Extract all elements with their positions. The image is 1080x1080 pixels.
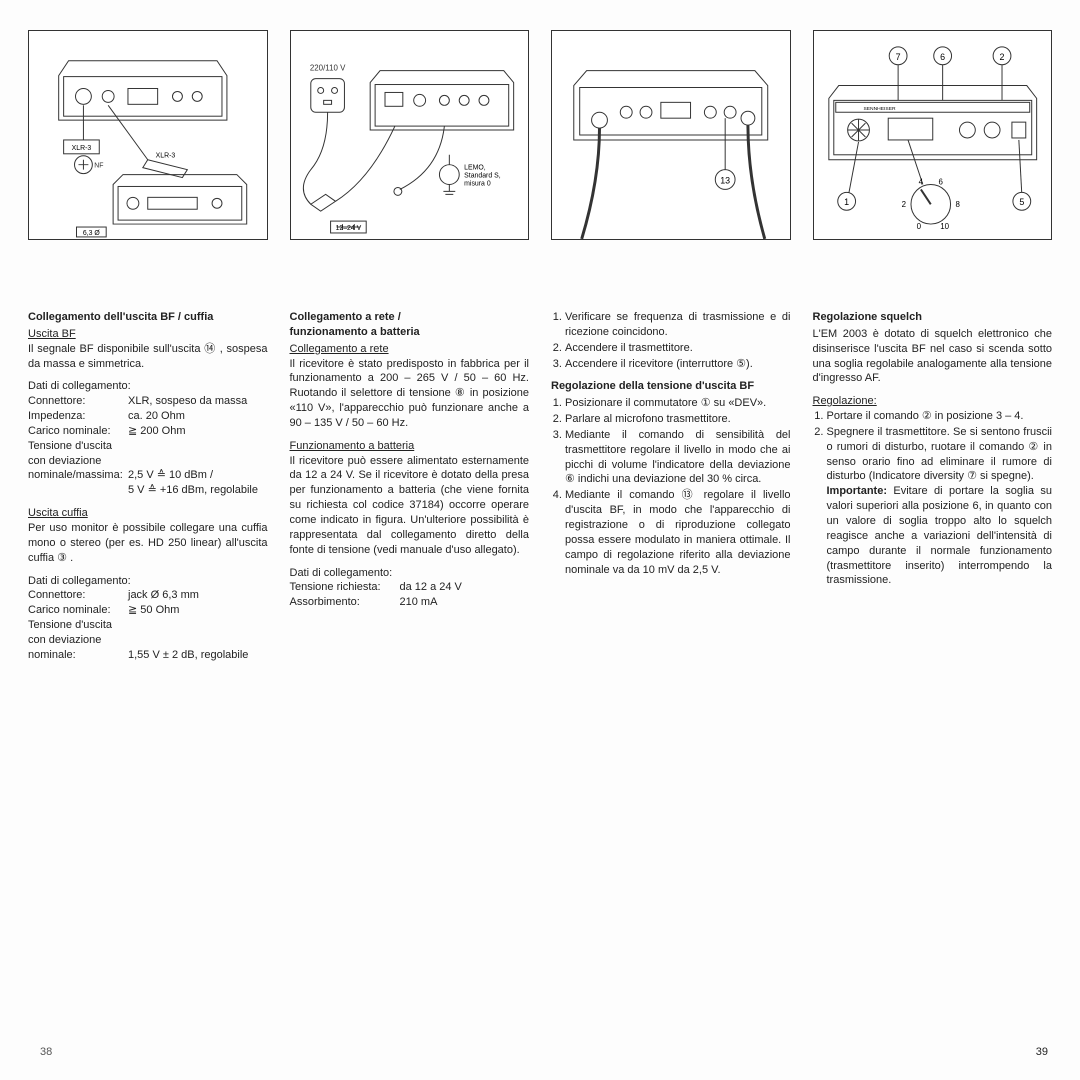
figure-1: XLR-3 XLR-3 NF 6,3 Ø bbox=[28, 30, 268, 240]
col3-list1: Verificare se frequenza di trasmissione … bbox=[551, 310, 791, 371]
col4-list: Portare il comando ② in posizione 3 – 4.… bbox=[813, 409, 1053, 588]
col3-list2: Posizionare il commutatore ① su «DEV». P… bbox=[551, 396, 791, 577]
col2-h1b: funzionamento a batteria bbox=[290, 325, 530, 340]
col1-dati2: Dati di collegamento: bbox=[28, 574, 268, 589]
figure-2: 220/110 V LEMO, Standard S, misura bbox=[290, 30, 530, 240]
svg-text:6,3 Ø: 6,3 Ø bbox=[83, 230, 101, 237]
svg-text:7: 7 bbox=[895, 52, 900, 62]
column-1: XLR-3 XLR-3 NF 6,3 Ø Collegamento dell'u… bbox=[28, 30, 268, 671]
svg-text:6: 6 bbox=[938, 177, 943, 186]
col2-dati: Dati di collegamento: bbox=[290, 566, 530, 581]
svg-text:SENNHEISER: SENNHEISER bbox=[863, 106, 896, 112]
page-number-right: 39 bbox=[1036, 1045, 1048, 1060]
svg-text:1: 1 bbox=[844, 197, 849, 207]
svg-text:6: 6 bbox=[940, 52, 945, 62]
svg-text:XLR-3: XLR-3 bbox=[156, 153, 176, 160]
col4-h1: Regolazione squelch bbox=[813, 310, 1053, 325]
svg-text:0: 0 bbox=[916, 222, 921, 231]
page-number-left: 38 bbox=[40, 1045, 52, 1060]
col4-p1: L'EM 2003 è dotato di squelch elettronic… bbox=[813, 327, 1053, 386]
svg-text:2: 2 bbox=[901, 200, 905, 209]
figure-4: 7 6 2 1 5 4 6 2 8 0 10 SENNHEISER bbox=[813, 30, 1053, 240]
svg-text:4: 4 bbox=[918, 177, 923, 186]
column-3: 13 Verificare se frequenza di trasmissio… bbox=[551, 30, 791, 671]
svg-text:NF: NF bbox=[94, 163, 103, 170]
col2-p1: Il ricevitore è stato predisposto in fab… bbox=[290, 357, 530, 431]
col1-p2: Per uso monitor è possibile collegare un… bbox=[28, 521, 268, 566]
col1-p1: Il segnale BF disponibile sull'uscita ⑭ … bbox=[28, 342, 268, 372]
svg-text:220/110 V: 220/110 V bbox=[309, 64, 345, 73]
svg-text:8: 8 bbox=[955, 200, 960, 209]
page-grid: XLR-3 XLR-3 NF 6,3 Ø Collegamento dell'u… bbox=[28, 30, 1052, 671]
svg-text:10: 10 bbox=[940, 222, 949, 231]
svg-text:Standard S,: Standard S, bbox=[464, 173, 501, 180]
col1-dati-label: Dati di collegamento: bbox=[28, 379, 268, 394]
col1-specs1: Connettore:XLR, sospeso da massa Impeden… bbox=[28, 394, 268, 498]
col3-h2: Regolazione della tensione d'uscita BF bbox=[551, 379, 791, 394]
col2-sub2: Funzionamento a batteria bbox=[290, 439, 530, 454]
col1-heading: Collegamento dell'uscita BF / cuffia bbox=[28, 310, 268, 325]
col4-sub: Regolazione: bbox=[813, 394, 1053, 409]
col2-sub1: Collegamento a rete bbox=[290, 342, 530, 357]
column-4: 7 6 2 1 5 4 6 2 8 0 10 SENNHEISER Regola… bbox=[813, 30, 1053, 671]
svg-text:5: 5 bbox=[1019, 197, 1024, 207]
col1-sub2: Uscita cuffia bbox=[28, 506, 268, 521]
column-2: 220/110 V LEMO, Standard S, misura bbox=[290, 30, 530, 671]
figure-3: 13 bbox=[551, 30, 791, 240]
svg-text:LEMO,: LEMO, bbox=[464, 165, 486, 172]
svg-text:13: 13 bbox=[720, 175, 730, 185]
col1-specs2: Connettore:jack Ø 6,3 mm Carico nominale… bbox=[28, 588, 268, 662]
col1-sub1: Uscita BF bbox=[28, 327, 268, 342]
svg-text:misura 0: misura 0 bbox=[464, 180, 491, 187]
svg-text:XLR-3: XLR-3 bbox=[72, 145, 92, 152]
col2-h1a: Collegamento a rete / bbox=[290, 310, 530, 325]
svg-text:2: 2 bbox=[999, 52, 1004, 62]
svg-text:12–24 V: 12–24 V bbox=[335, 225, 361, 232]
col2-p2: Il ricevitore può essere alimentato este… bbox=[290, 454, 530, 558]
